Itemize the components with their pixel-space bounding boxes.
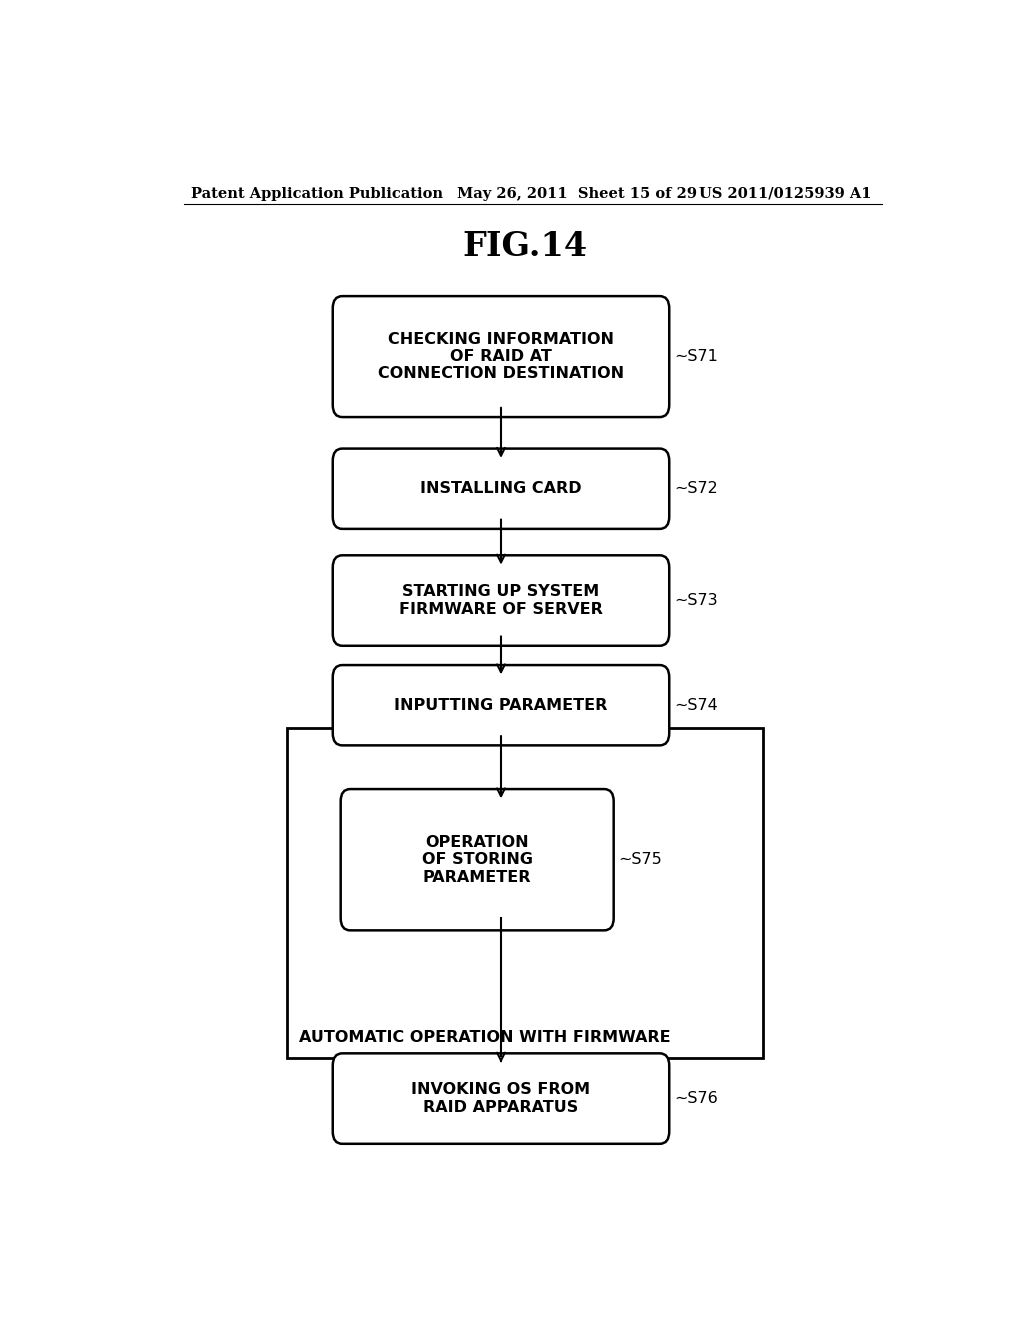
Text: Patent Application Publication: Patent Application Publication bbox=[191, 187, 443, 201]
FancyBboxPatch shape bbox=[333, 296, 670, 417]
Text: ∼S74: ∼S74 bbox=[674, 698, 718, 713]
Text: ∼S71: ∼S71 bbox=[674, 348, 718, 364]
Text: ∼S73: ∼S73 bbox=[674, 593, 718, 609]
Text: May 26, 2011  Sheet 15 of 29: May 26, 2011 Sheet 15 of 29 bbox=[458, 187, 697, 201]
Text: ∼S76: ∼S76 bbox=[674, 1092, 718, 1106]
FancyBboxPatch shape bbox=[333, 665, 670, 746]
FancyBboxPatch shape bbox=[333, 449, 670, 529]
Text: INVOKING OS FROM
RAID APPARATUS: INVOKING OS FROM RAID APPARATUS bbox=[412, 1082, 591, 1115]
Text: INPUTTING PARAMETER: INPUTTING PARAMETER bbox=[394, 698, 607, 713]
Bar bbox=[287, 727, 763, 1057]
Text: AUTOMATIC OPERATION WITH FIRMWARE: AUTOMATIC OPERATION WITH FIRMWARE bbox=[299, 1030, 671, 1044]
Text: FIG.14: FIG.14 bbox=[462, 230, 588, 263]
Text: ∼S72: ∼S72 bbox=[674, 482, 718, 496]
Text: US 2011/0125939 A1: US 2011/0125939 A1 bbox=[699, 187, 871, 201]
Text: OPERATION
OF STORING
PARAMETER: OPERATION OF STORING PARAMETER bbox=[422, 834, 532, 884]
FancyBboxPatch shape bbox=[341, 789, 613, 931]
FancyBboxPatch shape bbox=[333, 556, 670, 645]
Text: STARTING UP SYSTEM
FIRMWARE OF SERVER: STARTING UP SYSTEM FIRMWARE OF SERVER bbox=[399, 585, 603, 616]
Text: ∼S75: ∼S75 bbox=[618, 853, 663, 867]
FancyBboxPatch shape bbox=[333, 1053, 670, 1144]
Text: INSTALLING CARD: INSTALLING CARD bbox=[420, 482, 582, 496]
Text: CHECKING INFORMATION
OF RAID AT
CONNECTION DESTINATION: CHECKING INFORMATION OF RAID AT CONNECTI… bbox=[378, 331, 624, 381]
